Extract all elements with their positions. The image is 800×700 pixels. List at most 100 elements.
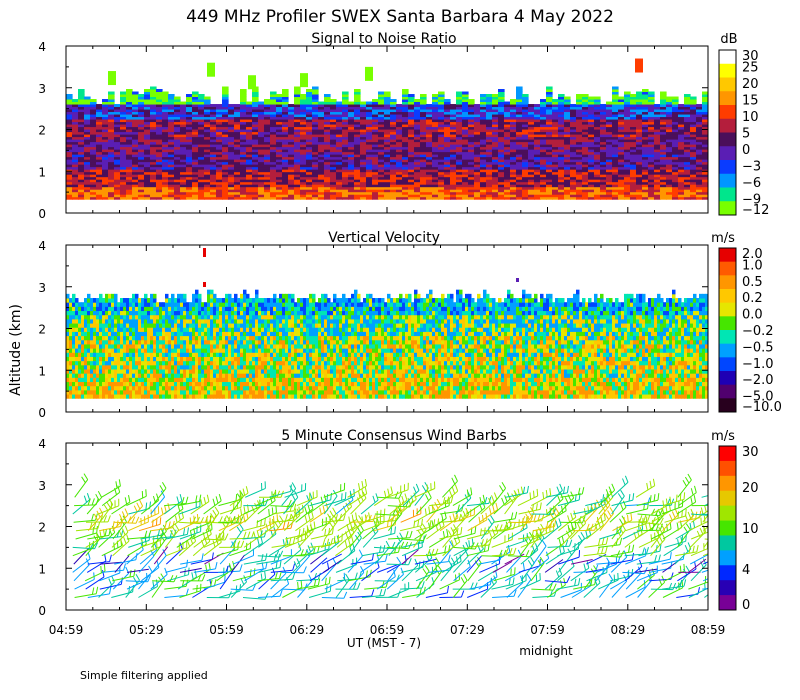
snr-cell bbox=[180, 126, 187, 130]
snr-cell bbox=[684, 101, 691, 105]
snr-cell bbox=[198, 111, 205, 115]
snr-cell bbox=[636, 124, 643, 128]
snr-cell bbox=[588, 184, 595, 188]
snr-cell bbox=[654, 164, 661, 168]
snr-cell bbox=[270, 121, 277, 125]
snr-cell bbox=[606, 194, 613, 198]
snr-cell bbox=[582, 119, 589, 123]
snr-cell bbox=[306, 136, 313, 140]
snr-cell bbox=[594, 99, 601, 103]
velocity-cell bbox=[96, 327, 100, 332]
snr-cell bbox=[372, 196, 379, 200]
snr-cell bbox=[246, 176, 253, 180]
snr-cell bbox=[246, 191, 253, 195]
snr-cell bbox=[336, 116, 343, 120]
snr-cell bbox=[312, 154, 319, 158]
snr-cell bbox=[408, 179, 415, 183]
snr-cell bbox=[468, 161, 475, 165]
snr-cell bbox=[360, 141, 367, 145]
snr-cell bbox=[576, 166, 583, 170]
velocity-cell bbox=[105, 302, 109, 307]
snr-cell bbox=[300, 166, 307, 170]
snr-cell bbox=[462, 111, 469, 115]
snr-cell bbox=[330, 181, 337, 185]
snr-cell bbox=[390, 131, 397, 135]
snr-cell bbox=[390, 114, 397, 118]
snr-cell bbox=[186, 119, 193, 123]
snr-cell bbox=[234, 136, 241, 140]
snr-cell bbox=[90, 144, 97, 148]
snr-cell bbox=[648, 96, 655, 100]
snr-cell bbox=[516, 146, 523, 150]
snr-cell bbox=[630, 149, 637, 153]
snr-cell bbox=[294, 111, 301, 115]
snr-cell bbox=[354, 136, 361, 140]
snr-cell bbox=[576, 176, 583, 180]
snr-cell bbox=[522, 116, 529, 120]
snr-cell bbox=[120, 144, 127, 148]
snr-cell bbox=[474, 156, 481, 160]
snr-cell bbox=[648, 144, 655, 148]
snr-cell bbox=[588, 179, 595, 183]
snr-cell bbox=[684, 149, 691, 153]
snr-cell bbox=[432, 151, 439, 155]
velocity-cell bbox=[72, 381, 76, 387]
snr-cell bbox=[648, 106, 655, 110]
snr-cell bbox=[654, 114, 661, 118]
snr-cell bbox=[138, 104, 145, 108]
snr-cell bbox=[198, 179, 205, 183]
snr-cell bbox=[198, 156, 205, 160]
snr-cell bbox=[252, 166, 259, 170]
snr-cell bbox=[390, 129, 397, 133]
snr-cell bbox=[432, 171, 439, 175]
snr-cell bbox=[222, 126, 229, 130]
snr-cell bbox=[456, 121, 463, 125]
snr-cell bbox=[552, 196, 559, 200]
snr-cell bbox=[546, 119, 553, 123]
snr-cell bbox=[144, 156, 151, 160]
snr-cell bbox=[312, 174, 319, 178]
snr-cell bbox=[246, 196, 253, 200]
snr-cell bbox=[348, 129, 355, 133]
snr-cell bbox=[696, 164, 703, 168]
snr-cell bbox=[618, 196, 625, 200]
snr-cell bbox=[420, 99, 427, 103]
velocity-cell bbox=[111, 331, 115, 337]
snr-cell bbox=[102, 186, 109, 190]
snr-cell bbox=[204, 106, 211, 110]
snr-cell bbox=[522, 99, 529, 103]
snr-cell bbox=[288, 114, 295, 118]
velocity-cell bbox=[87, 310, 91, 316]
snr-cell bbox=[480, 96, 487, 100]
snr-cell bbox=[444, 124, 451, 128]
velocity-cell bbox=[123, 389, 127, 395]
snr-cell bbox=[228, 191, 235, 195]
snr-cell bbox=[132, 166, 139, 170]
velocity-cell bbox=[78, 310, 82, 316]
snr-cell bbox=[252, 109, 259, 113]
snr-cell bbox=[504, 104, 511, 108]
snr-cell bbox=[204, 111, 211, 115]
snr-cell bbox=[624, 106, 631, 110]
snr-cell bbox=[90, 119, 97, 123]
velocity-cell bbox=[120, 385, 124, 391]
snr-cell bbox=[678, 146, 685, 150]
snr-cell bbox=[402, 191, 409, 195]
snr-cell bbox=[120, 136, 127, 140]
snr-cell bbox=[216, 134, 223, 138]
snr-cell bbox=[306, 171, 313, 175]
snr-cell bbox=[432, 161, 439, 165]
snr-cell bbox=[102, 166, 109, 170]
velocity-cell bbox=[75, 343, 79, 349]
snr-cell bbox=[210, 146, 217, 150]
snr-cell bbox=[504, 156, 511, 160]
snr-cell bbox=[438, 189, 445, 193]
velocity-cell bbox=[93, 314, 97, 320]
snr-cell bbox=[702, 104, 708, 108]
snr-cell bbox=[216, 111, 223, 115]
velocity-cell bbox=[126, 314, 130, 320]
snr-cell bbox=[450, 164, 457, 168]
snr-cell bbox=[114, 171, 121, 175]
snr-cell bbox=[270, 109, 277, 113]
snr-cell bbox=[168, 136, 175, 140]
